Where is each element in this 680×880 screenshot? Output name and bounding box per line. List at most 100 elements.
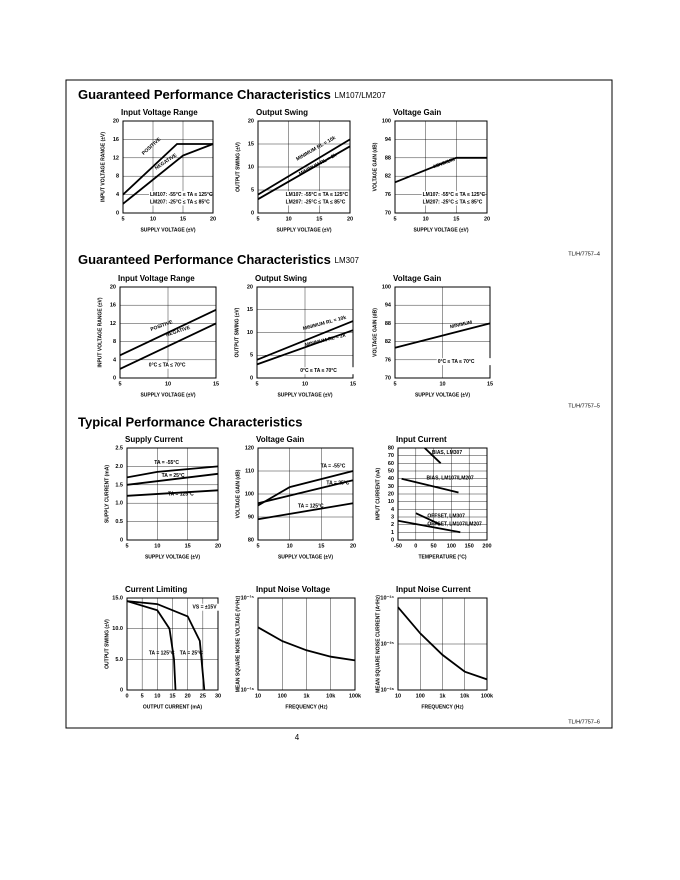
y-tick-label: 5	[250, 353, 253, 359]
annotation-bg	[421, 198, 482, 206]
y-tick-label: 10⁻¹⁵	[241, 594, 255, 601]
section-title: Guaranteed Performance Characteristics L…	[78, 87, 386, 102]
curve	[126, 600, 177, 691]
annotation: LM107: -55°C ≤ TA ≤ 125°C	[286, 192, 349, 198]
y-tick-label: 2.0	[115, 464, 123, 470]
x-tick-label: 15	[487, 381, 493, 387]
x-tick-label: 10	[154, 543, 160, 549]
y-tick-label: 16	[113, 137, 119, 143]
curve-label: TA = -55°C	[321, 464, 346, 470]
x-tick-label: 100	[416, 693, 425, 699]
chart-title: Input Voltage Range	[121, 108, 198, 117]
curve-label: MINIMUM RL = 10k	[302, 315, 347, 332]
section-title-text: Guaranteed Performance Characteristics	[78, 252, 331, 267]
x-tick-label: 5	[393, 381, 396, 387]
x-axis-label: SUPPLY VOLTAGE (±V)	[413, 227, 468, 233]
section-subtitle: LM307	[335, 256, 360, 265]
chart-title: Input Noise Current	[396, 585, 471, 594]
x-axis-label: SUPPLY VOLTAGE (±V)	[140, 392, 195, 398]
curve	[257, 138, 351, 196]
chart-title: Input Noise Voltage	[256, 585, 331, 594]
curve-label: TA = 125°C	[168, 491, 194, 497]
y-tick-label: 15.0	[112, 595, 123, 601]
curve	[394, 156, 487, 184]
y-tick-label: 8	[113, 339, 116, 345]
x-tick-label: 15	[169, 693, 175, 699]
x-tick-label: 10	[395, 693, 401, 699]
section-title: Typical Performance Characteristics	[78, 414, 302, 429]
curve	[126, 489, 219, 497]
y-tick-label: 94	[385, 137, 392, 143]
section-title-text: Guaranteed Performance Characteristics	[78, 87, 331, 102]
x-tick-label: 100	[278, 693, 287, 699]
curve-label: TA = 25°C	[162, 473, 185, 479]
x-tick-label: 15	[316, 216, 322, 222]
y-tick-label: 10	[247, 330, 253, 336]
y-tick-label: 3	[391, 514, 394, 520]
x-tick-label: 10	[154, 693, 160, 699]
y-tick-label: 10⁻²⁵	[381, 640, 395, 647]
x-tick-label: 10	[439, 381, 445, 387]
y-axis-label: MEAN SQUARE NOISE CURRENT (A²/Hz)	[375, 595, 381, 693]
curve	[256, 329, 354, 366]
y-tick-label: 60	[388, 461, 394, 467]
y-tick-label: 10⁻²⁶	[381, 686, 395, 693]
chart-title: Current Limiting	[125, 585, 187, 594]
y-tick-label: 20	[248, 118, 254, 124]
x-tick-label: 20	[347, 216, 353, 222]
curve-label: OFFSET, LM307	[427, 513, 465, 519]
y-tick-label: 80	[248, 537, 254, 543]
y-tick-label: 0.5	[115, 519, 123, 525]
section-subtitle: LM107/LM207	[335, 91, 387, 100]
y-tick-label: 2	[391, 522, 394, 528]
annotation-bg	[421, 191, 482, 199]
curve	[126, 472, 219, 486]
y-axis-label: MEAN SQUARE NOISE VOLTAGE (V²/Hz)	[235, 595, 241, 692]
x-tick-label: 5	[125, 543, 128, 549]
y-tick-label: 0	[391, 537, 394, 543]
y-tick-label: 0	[113, 375, 116, 381]
figure-id: TL/H/7757–4	[568, 251, 600, 257]
chart-title: Supply Current	[125, 435, 183, 444]
annotation-bg	[147, 361, 208, 369]
curve	[415, 512, 442, 526]
x-tick-label: 5	[256, 543, 259, 549]
chart-title: Output Swing	[255, 274, 307, 283]
annotation: 0°C ≤ TA ≤ 70°C	[438, 359, 475, 365]
y-axis-label: OUTPUT SWING (±V)	[235, 142, 241, 192]
curve	[257, 470, 354, 507]
x-tick-label: 150	[465, 543, 474, 549]
y-tick-label: 100	[245, 491, 254, 497]
y-tick-label: 20	[113, 118, 119, 124]
annotation: LM107: -55°C ≤ TA ≤ 125°C	[150, 192, 213, 198]
curve-label: OFFSET, LM107/LM207	[427, 522, 482, 528]
curve-label: TA = 125°C	[298, 503, 324, 509]
y-tick-label: 4	[116, 192, 120, 198]
y-tick-label: 120	[245, 445, 254, 451]
y-tick-label: 10.0	[112, 626, 123, 632]
x-tick-label: 5	[121, 216, 124, 222]
y-tick-label: 5	[251, 187, 254, 193]
annotation: LM107: -55°C ≤ TA ≤ 125°C	[423, 192, 486, 198]
y-tick-label: 0	[120, 687, 123, 693]
x-tick-label: 5	[393, 216, 396, 222]
x-axis-label: OUTPUT CURRENT (mA)	[143, 704, 202, 710]
x-tick-label: 10	[286, 216, 292, 222]
y-tick-label: 76	[385, 192, 391, 198]
x-tick-label: -50	[394, 543, 402, 549]
x-tick-label: 15	[213, 381, 219, 387]
y-tick-label: 10	[248, 164, 254, 170]
y-tick-label: 10⁻¹⁶	[241, 686, 255, 693]
x-axis-label: SUPPLY VOLTAGE (±V)	[415, 392, 470, 398]
x-tick-label: 10	[165, 381, 171, 387]
chart-title: Output Swing	[256, 108, 308, 117]
x-tick-label: 5	[255, 381, 258, 387]
x-tick-label: 1k	[439, 693, 446, 699]
curve-label: MINIMUM	[450, 320, 473, 331]
curve	[397, 606, 488, 681]
x-tick-label: 10k	[326, 693, 336, 699]
annotation: LM207: -25°C ≤ TA ≤ 85°C	[150, 199, 210, 205]
x-tick-label: 15	[185, 543, 191, 549]
y-tick-label: 8	[116, 174, 119, 180]
